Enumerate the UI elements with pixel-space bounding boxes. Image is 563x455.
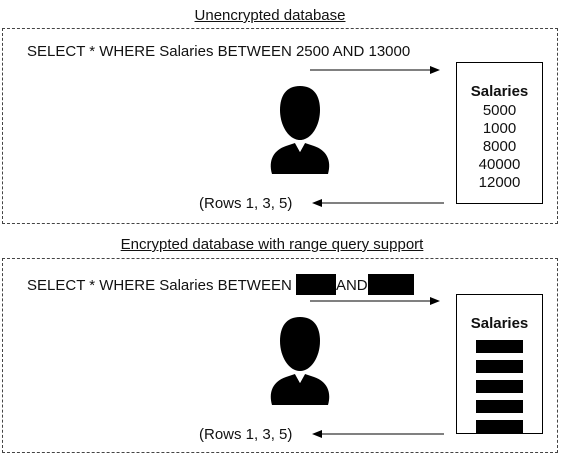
unencrypted-database-table: Salaries 5000 1000 8000 40000 12000 [456,62,543,204]
redacted-upper-bound [367,274,414,295]
salary-value-1: 5000 [482,102,517,119]
encrypted-database-table: Salaries [456,294,543,434]
encrypted-query-arrow-right [310,297,440,305]
redacted-salary-row [476,380,523,393]
result-arrow-left [312,199,444,207]
encrypted-query-text: SELECT * WHERE Salaries BETWEEN AND [27,274,414,295]
salary-value-5: 12000 [478,174,521,191]
redacted-salary-row [476,360,523,373]
encrypted-section-title: Encrypted database with range query supp… [120,236,424,253]
db-header-salaries: Salaries [470,315,529,332]
salary-value-4: 40000 [478,156,521,173]
user-silhouette-icon [270,86,330,174]
unencrypted-section-box [2,28,558,224]
encrypted-result-arrow-left [312,430,444,438]
salary-value-2: 1000 [482,120,517,137]
query-arrow-right [310,66,440,74]
encrypted-result-rows: (Rows 1, 3, 5) [199,426,293,443]
redacted-lower-bound [295,274,336,295]
redacted-salary-row [476,420,523,433]
redacted-salary-row [476,340,523,353]
unencrypted-section-title: Unencrypted database [194,7,346,24]
user-silhouette-icon [270,317,330,405]
db-header-salaries: Salaries [470,83,529,100]
unencrypted-result-rows: (Rows 1, 3, 5) [199,195,293,212]
salary-value-3: 8000 [482,138,517,155]
unencrypted-query-text: SELECT * WHERE Salaries BETWEEN 2500 AND… [27,43,411,60]
encrypted-query-and: AND [335,277,368,294]
encrypted-query-prefix: SELECT * WHERE Salaries BETWEEN [27,277,296,294]
redacted-salary-row [476,400,523,413]
encrypted-section-box [2,258,558,453]
